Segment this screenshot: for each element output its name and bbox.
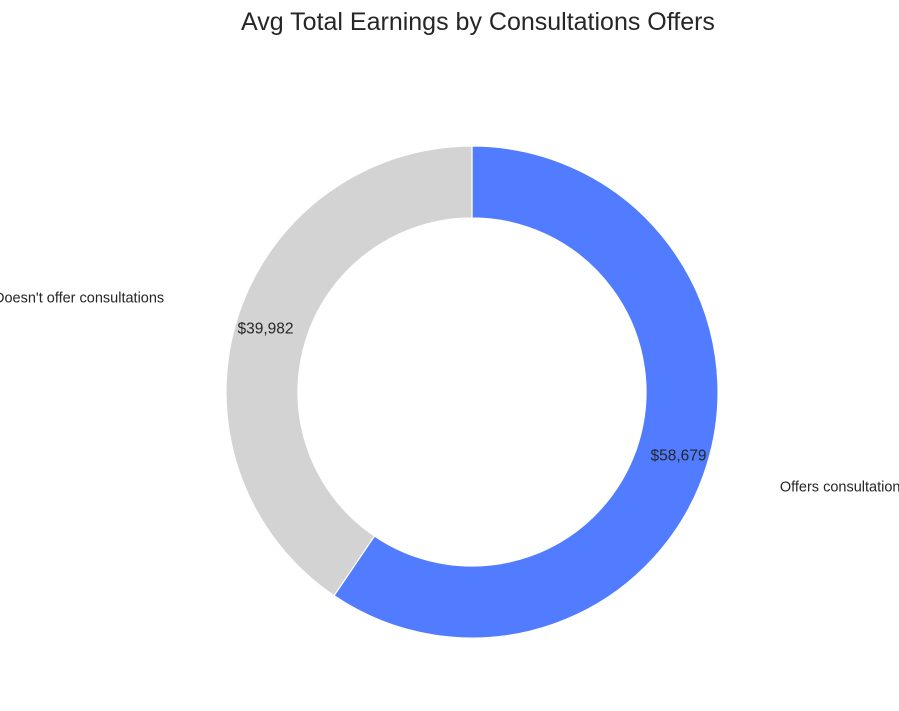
category-label-doesn-t-offer-consultations: Doesn't offer consultations xyxy=(0,291,164,307)
donut-slices xyxy=(225,145,719,639)
value-label-doesn-t-offer-consultations: $39,982 xyxy=(237,321,293,338)
slice-doesn-t-offer-consultations xyxy=(225,145,473,597)
category-label-offers-consultations: Offers consultations xyxy=(780,479,899,495)
chart-title: Avg Total Earnings by Consultations Offe… xyxy=(241,8,715,36)
slice-offers-consultations xyxy=(333,145,719,639)
donut-labels: $58,679 Offers consultations $39,982 Doesn'… xyxy=(0,291,899,496)
value-label-offers-consultations: $58,679 xyxy=(650,447,706,464)
